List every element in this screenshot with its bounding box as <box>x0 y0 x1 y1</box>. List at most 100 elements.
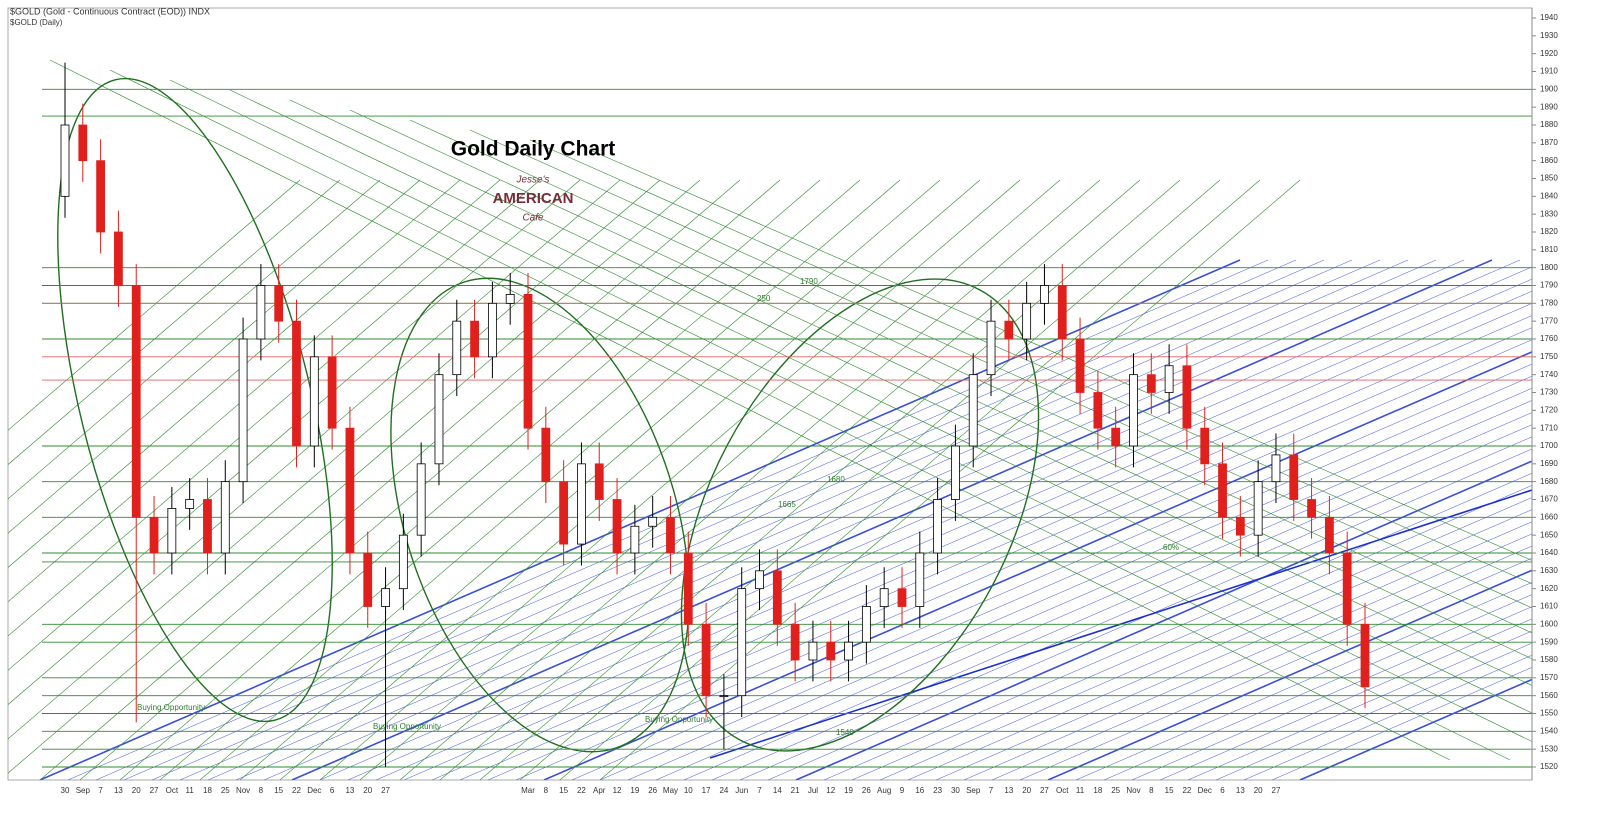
x-tick-label: 27 <box>381 786 390 795</box>
symbol-title: $GOLD (Gold - Continuous Contract (EOD))… <box>10 6 210 16</box>
candle-body <box>1111 427 1121 447</box>
candle-body <box>398 534 408 590</box>
candle-body <box>523 294 533 429</box>
annotations: 1790 250 1680 1665 60% 1540 Buying Oppor… <box>137 277 1179 737</box>
cycle-ellipse <box>680 278 1040 752</box>
candle-body <box>131 285 141 518</box>
x-tick-label: 8 <box>1149 786 1154 795</box>
x-tick-label: Oct <box>166 786 179 795</box>
trendline <box>239 179 941 780</box>
candle-body <box>541 427 551 483</box>
trendline <box>8 179 581 671</box>
trendline <box>8 179 301 431</box>
trendline <box>571 363 1532 780</box>
candle-body <box>772 570 782 625</box>
trendline <box>823 472 1532 780</box>
y-tick-label: 1790 <box>1540 281 1558 290</box>
annotation: 1540 <box>836 728 854 737</box>
trendline <box>529 139 1532 585</box>
trendline <box>599 179 1301 780</box>
x-tick-label: 8 <box>259 786 264 795</box>
x-tick-label: 11 <box>186 786 195 795</box>
x-tick-label: 19 <box>630 786 639 795</box>
x-tick-label: 22 <box>1182 786 1191 795</box>
y-tick-label: 1690 <box>1540 459 1558 468</box>
candle-body <box>612 499 622 554</box>
trendline <box>403 290 1532 780</box>
x-tick-label: 6 <box>330 786 335 795</box>
trendlines <box>8 59 1532 780</box>
trendline <box>375 278 1532 780</box>
candle-body <box>416 463 426 536</box>
x-tick-label: 21 <box>791 786 800 795</box>
x-tick-label: Sep <box>76 786 91 795</box>
trendline <box>229 89 1532 714</box>
annotation: Buying Opportunity <box>137 703 205 712</box>
trendline <box>795 460 1532 780</box>
trendline <box>151 259 1353 780</box>
x-tick-label: 17 <box>702 786 711 795</box>
candle-body <box>630 525 640 554</box>
x-tick-label: 16 <box>915 786 924 795</box>
y-tick-label: 1660 <box>1540 512 1558 521</box>
y-tick-label: 1550 <box>1540 709 1558 718</box>
x-tick-label: 11 <box>1076 786 1085 795</box>
logo-line: Cafe <box>522 213 544 224</box>
trendline <box>439 179 1141 780</box>
candle-body <box>292 320 301 447</box>
x-tick-label: Nov <box>1126 786 1140 795</box>
trendline <box>207 259 1409 780</box>
y-tick-label: 1780 <box>1540 298 1558 307</box>
candle-body <box>719 695 729 698</box>
trendline <box>8 179 501 603</box>
x-tick-label: Dec <box>1198 786 1212 795</box>
y-tick-label: 1720 <box>1540 405 1558 414</box>
logo-line: AMERICAN <box>493 190 574 207</box>
x-tick-label: 19 <box>844 786 853 795</box>
x-tick-label: 20 <box>132 786 141 795</box>
x-tick-label: 20 <box>1254 786 1263 795</box>
x-tick-label: 13 <box>1004 786 1013 795</box>
candle-body <box>1324 516 1334 554</box>
x-tick-label: 27 <box>1272 786 1281 795</box>
candle-body <box>1057 285 1067 340</box>
trendline <box>559 179 1261 780</box>
trendline <box>1215 642 1532 780</box>
candle-body <box>114 231 123 286</box>
candle-body <box>737 588 747 697</box>
y-tick-label: 1800 <box>1540 263 1558 272</box>
x-tick-label: 12 <box>826 786 835 795</box>
trendline <box>459 315 1532 780</box>
trendline <box>739 436 1532 780</box>
x-tick-label: 20 <box>1022 786 1031 795</box>
trendline <box>39 179 741 780</box>
trendline <box>599 375 1532 780</box>
x-tick-label: 7 <box>98 786 103 795</box>
candle-body <box>1164 365 1174 393</box>
x-tick-label: 9 <box>900 786 905 795</box>
y-tick-label: 1650 <box>1540 530 1558 539</box>
candle-body <box>1235 516 1245 536</box>
x-tick-label: 18 <box>203 786 212 795</box>
candle-body <box>238 338 248 483</box>
trendline <box>8 179 661 740</box>
trendline <box>907 509 1532 780</box>
trendline <box>179 259 1381 780</box>
y-tick-label: 1770 <box>1540 316 1558 325</box>
x-tick-label: 7 <box>757 786 762 795</box>
candle-body <box>701 623 711 697</box>
trendline <box>963 533 1532 780</box>
candle-body <box>577 463 586 545</box>
x-tick-label: 10 <box>684 786 693 795</box>
x-tick-label: 22 <box>292 786 301 795</box>
y-tick-label: 1910 <box>1540 67 1558 76</box>
candle-body <box>986 320 996 376</box>
trendline <box>289 99 1532 686</box>
x-tick-label: 7 <box>989 786 994 795</box>
annotation: 1665 <box>778 500 796 509</box>
trendline <box>1019 557 1532 780</box>
annotation: 60% <box>1163 543 1179 552</box>
trendline <box>683 412 1532 780</box>
annotation: Buying Opportunity <box>373 722 441 731</box>
x-tick-label: Dec <box>307 786 321 795</box>
